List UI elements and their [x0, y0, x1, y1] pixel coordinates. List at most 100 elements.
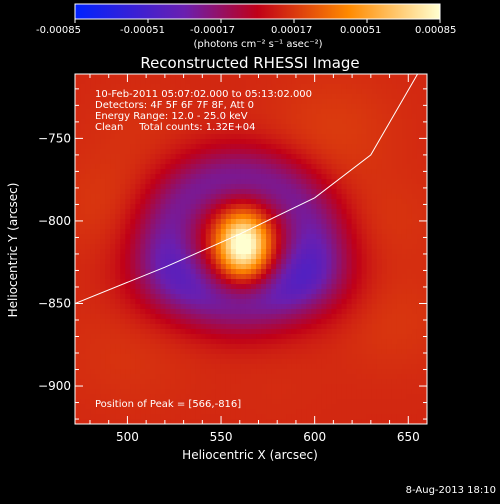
heatmap-cell: [357, 199, 363, 205]
heatmap-cell: [171, 149, 177, 155]
heatmap-cell: [326, 379, 332, 385]
heatmap-cell: [120, 169, 126, 175]
heatmap-cell: [105, 274, 111, 280]
heatmap-cell: [407, 329, 413, 335]
heatmap-cell: [201, 359, 207, 365]
heatmap-cell: [397, 359, 403, 365]
heatmap-cell: [155, 159, 161, 165]
heatmap-cell: [80, 89, 86, 95]
heatmap-cell: [211, 189, 217, 195]
heatmap-cell: [150, 359, 156, 365]
heatmap-cell: [226, 159, 232, 165]
heatmap-cell: [402, 329, 408, 335]
heatmap-cell: [311, 394, 317, 400]
heatmap-cell: [186, 259, 192, 265]
heatmap-cell: [196, 259, 202, 265]
heatmap-cell: [251, 354, 257, 360]
heatmap-cell: [196, 144, 202, 150]
heatmap-cell: [226, 209, 232, 215]
heatmap-cell: [115, 344, 121, 350]
heatmap-cell: [216, 234, 222, 240]
heatmap-cell: [362, 84, 368, 90]
heatmap-cell: [85, 269, 91, 275]
heatmap-cell: [276, 204, 282, 210]
heatmap-cell: [271, 289, 277, 295]
heatmap-cell: [347, 309, 353, 315]
heatmap-cell: [397, 229, 403, 235]
heatmap-cell: [231, 259, 237, 265]
heatmap-cell: [397, 114, 403, 120]
heatmap-cell: [236, 284, 242, 290]
heatmap-cell: [221, 304, 227, 310]
heatmap-cell: [397, 299, 403, 305]
heatmap-cell: [276, 374, 282, 380]
heatmap-cell: [181, 384, 187, 390]
heatmap-cell: [347, 259, 353, 265]
heatmap-cell: [352, 99, 358, 105]
heatmap-cell: [301, 389, 307, 395]
heatmap-cell: [296, 119, 302, 125]
heatmap-cell: [110, 74, 116, 80]
heatmap-cell: [397, 414, 403, 420]
heatmap-cell: [402, 414, 408, 420]
heatmap-cell: [226, 149, 232, 155]
heatmap-cell: [412, 214, 418, 220]
heatmap-cell: [301, 409, 307, 415]
heatmap-cell: [130, 179, 136, 185]
heatmap-cell: [392, 334, 398, 340]
heatmap-cell: [306, 159, 312, 165]
heatmap-cell: [115, 189, 121, 195]
heatmap-cell: [357, 389, 363, 395]
heatmap-cell: [261, 244, 267, 250]
heatmap-cell: [100, 369, 106, 375]
heatmap-cell: [316, 84, 322, 90]
heatmap-cell: [357, 369, 363, 375]
heatmap-cell: [412, 224, 418, 230]
heatmap-cell: [241, 374, 247, 380]
heatmap-cell: [120, 364, 126, 370]
heatmap-cell: [100, 274, 106, 280]
heatmap-cell: [75, 104, 81, 110]
heatmap-cell: [211, 364, 217, 370]
heatmap-cell: [291, 369, 297, 375]
heatmap-cell: [246, 369, 252, 375]
heatmap-cell: [181, 379, 187, 385]
heatmap-cell: [316, 329, 322, 335]
heatmap-cell: [316, 214, 322, 220]
heatmap-cell: [357, 114, 363, 120]
heatmap-cell: [397, 284, 403, 290]
heatmap-cell: [306, 114, 312, 120]
heatmap-cell: [372, 234, 378, 240]
heatmap-cell: [130, 359, 136, 365]
heatmap-cell: [331, 324, 337, 330]
heatmap-cell: [407, 409, 413, 415]
heatmap-cell: [407, 379, 413, 385]
heatmap-cell: [301, 379, 307, 385]
heatmap-cell: [402, 314, 408, 320]
heatmap-cell: [387, 129, 393, 135]
heatmap-cell: [110, 349, 116, 355]
heatmap-cell: [135, 354, 141, 360]
heatmap-cell: [90, 239, 96, 245]
heatmap-cell: [402, 169, 408, 175]
heatmap-cell: [80, 214, 86, 220]
heatmap-cell: [357, 149, 363, 155]
heatmap-cell: [296, 289, 302, 295]
heatmap-cell: [342, 129, 348, 135]
heatmap-cell: [326, 324, 332, 330]
heatmap-cell: [402, 304, 408, 310]
heatmap-cell: [357, 139, 363, 145]
heatmap-cell: [291, 409, 297, 415]
heatmap-cell: [251, 374, 257, 380]
heatmap-cell: [181, 154, 187, 160]
heatmap-cell: [166, 294, 172, 300]
heatmap-cell: [166, 284, 172, 290]
heatmap-cell: [100, 339, 106, 345]
heatmap-cell: [342, 314, 348, 320]
heatmap-cell: [90, 324, 96, 330]
heatmap-cell: [115, 169, 121, 175]
heatmap-cell: [241, 409, 247, 415]
heatmap-cell: [407, 319, 413, 325]
heatmap-cell: [181, 324, 187, 330]
heatmap-cell: [311, 229, 317, 235]
